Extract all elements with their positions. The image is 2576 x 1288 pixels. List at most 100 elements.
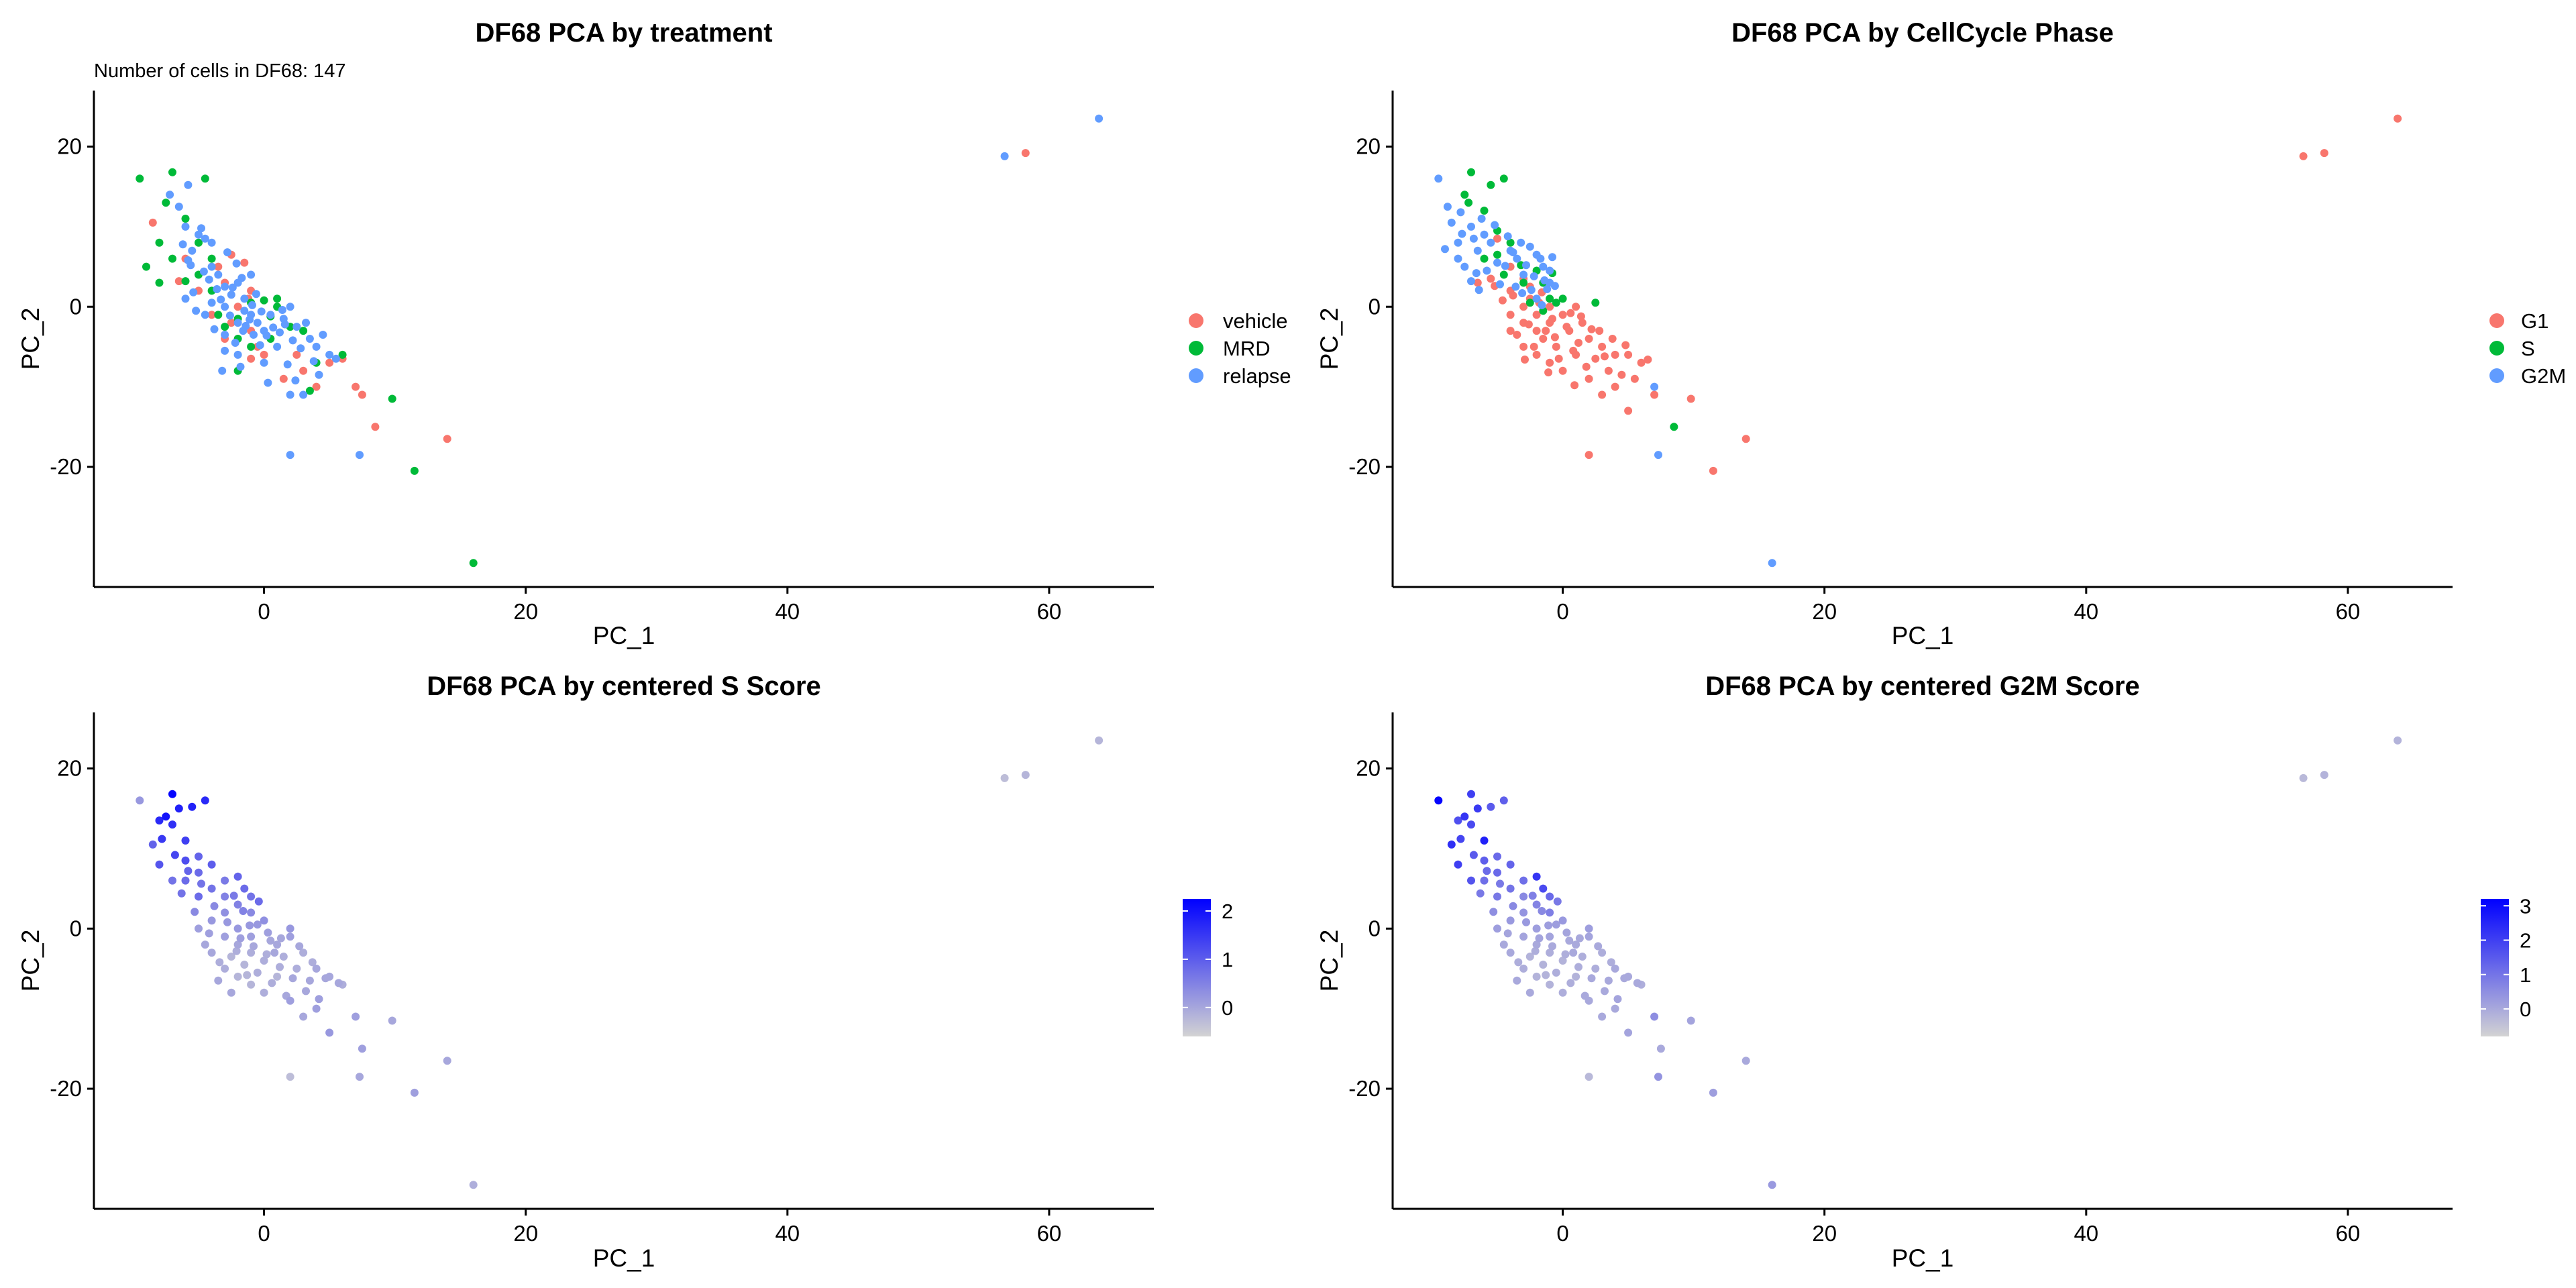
legend-label-g2m: G2M bbox=[2521, 364, 2566, 388]
point-g1 bbox=[1498, 296, 1507, 305]
point-g2m bbox=[1768, 559, 1776, 568]
legend-label-relapse: relapse bbox=[1223, 364, 1291, 388]
point bbox=[1539, 884, 1548, 893]
legend-label-s: S bbox=[2521, 337, 2535, 360]
point-relapse bbox=[197, 224, 205, 233]
point-s bbox=[1552, 299, 1560, 307]
point-g2m bbox=[1469, 234, 1478, 243]
point-g1 bbox=[1570, 381, 1579, 390]
colorbar-tick-label: 1 bbox=[2520, 963, 2531, 987]
point-vehicle bbox=[214, 262, 223, 271]
y-tick-label: 0 bbox=[1368, 294, 1381, 319]
point-vehicle bbox=[312, 382, 321, 391]
colorbar: 0 1 2 3 bbox=[2481, 894, 2531, 1036]
point-relapse bbox=[199, 267, 208, 276]
point bbox=[1513, 976, 1521, 985]
point-g2m bbox=[1467, 222, 1475, 231]
point-g1 bbox=[1574, 339, 1582, 347]
point-g2m bbox=[1525, 242, 1534, 251]
point-relapse bbox=[231, 339, 239, 347]
point bbox=[1656, 1044, 1665, 1053]
x-ticks: 0 20 40 60 bbox=[1556, 1209, 2360, 1246]
point bbox=[299, 949, 308, 957]
legend: G1 S G2M bbox=[2489, 309, 2566, 388]
point bbox=[170, 851, 179, 859]
point bbox=[1528, 892, 1537, 900]
point-relapse bbox=[286, 451, 294, 460]
point-relapse bbox=[280, 320, 289, 329]
point-g1 bbox=[1542, 327, 1550, 335]
point-g1 bbox=[1572, 303, 1580, 311]
x-tick-label: 20 bbox=[513, 599, 538, 624]
chart-title: DF68 PCA by treatment bbox=[475, 18, 772, 48]
point-g2m bbox=[1477, 215, 1486, 223]
point-relapse bbox=[184, 256, 193, 264]
y-axis-label: PC_2 bbox=[17, 308, 44, 370]
point-g1 bbox=[2320, 149, 2328, 158]
x-tick-label: 60 bbox=[1037, 1221, 1062, 1246]
y-axis-label: PC_2 bbox=[17, 930, 44, 992]
point bbox=[181, 837, 190, 845]
panel-g2m-score: DF68 PCA by centered G2M Score 0 20 40 60 -… bbox=[1316, 672, 2531, 1272]
point-g1 bbox=[1624, 350, 1633, 359]
point-s bbox=[1499, 174, 1508, 183]
point-g1 bbox=[1591, 354, 1600, 363]
point-mrd bbox=[201, 174, 209, 183]
point-g2m bbox=[1443, 203, 1452, 211]
point-g1 bbox=[1585, 451, 1593, 460]
point-mrd bbox=[136, 174, 144, 183]
plot-area: 0 20 40 60 -20 0 20 bbox=[50, 712, 1154, 1246]
colorbar-tick-label: 0 bbox=[2520, 998, 2531, 1021]
point bbox=[148, 840, 157, 849]
y-tick-label: 0 bbox=[1368, 916, 1381, 941]
legend-key-vehicle bbox=[1189, 313, 1203, 328]
point-relapse bbox=[240, 307, 249, 315]
point-mrd bbox=[260, 296, 268, 305]
panel-cellcycle-phase: DF68 PCA by CellCycle Phase 0 20 40 60 -200… bbox=[1316, 18, 2566, 649]
legend-key-g1 bbox=[2489, 313, 2504, 328]
point bbox=[247, 949, 256, 957]
point bbox=[1532, 872, 1541, 881]
point-mrd bbox=[142, 262, 150, 271]
scatter-points bbox=[1434, 736, 2402, 1189]
point-relapse bbox=[181, 294, 190, 303]
point bbox=[276, 934, 285, 943]
y-tick-label: 20 bbox=[57, 134, 82, 159]
point bbox=[1591, 964, 1600, 973]
point-g1 bbox=[1493, 234, 1501, 243]
point bbox=[1575, 934, 1584, 943]
point-g1 bbox=[1554, 354, 1563, 363]
point bbox=[233, 924, 242, 933]
point bbox=[1447, 840, 1456, 849]
point bbox=[1519, 892, 1528, 901]
point-g2m bbox=[1522, 261, 1530, 270]
point bbox=[1467, 876, 1475, 885]
point-vehicle bbox=[1021, 149, 1030, 158]
point-g2m bbox=[1543, 285, 1552, 293]
point bbox=[273, 972, 282, 981]
point-relapse bbox=[356, 451, 364, 460]
point-vehicle bbox=[148, 218, 157, 227]
y-tick-label: -20 bbox=[50, 454, 82, 479]
point-relapse bbox=[246, 315, 254, 324]
point bbox=[1493, 852, 1501, 861]
point bbox=[1546, 908, 1554, 917]
point-g2m bbox=[1491, 221, 1499, 229]
point bbox=[1558, 957, 1567, 965]
point-mrd bbox=[168, 168, 176, 176]
point-g1 bbox=[1550, 333, 1559, 341]
point bbox=[358, 1044, 366, 1053]
point-relapse bbox=[192, 307, 201, 315]
point bbox=[1000, 773, 1009, 782]
point bbox=[273, 941, 282, 949]
plot-area: 0 20 40 60 -20 0 20 bbox=[1348, 91, 2453, 624]
point-g1 bbox=[1513, 331, 1521, 339]
point bbox=[1506, 949, 1515, 957]
point-g2m bbox=[1487, 238, 1495, 247]
point-g1 bbox=[1709, 466, 1717, 475]
point bbox=[2299, 773, 2308, 782]
point-g2m bbox=[1454, 238, 1462, 247]
point-g2m bbox=[1480, 230, 1489, 239]
point-g1 bbox=[1532, 311, 1541, 319]
point bbox=[1585, 932, 1593, 941]
